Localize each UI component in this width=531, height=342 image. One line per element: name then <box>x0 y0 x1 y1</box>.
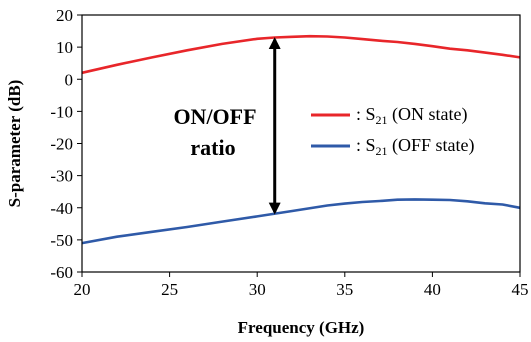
series-line-on-state <box>81 34 521 75</box>
plot-frame <box>81 14 521 273</box>
series-line-off-state <box>81 198 521 245</box>
y-tick-label: -50 <box>50 231 73 250</box>
legend-label: : S21 (ON state) <box>356 104 468 127</box>
x-axis-ticks: 20 25 30 35 40 45 <box>74 272 529 299</box>
y-tick-label: 20 <box>56 6 73 25</box>
x-tick-label: 40 <box>424 280 441 299</box>
on-off-annotation: ON/OFF ratio <box>173 37 281 215</box>
x-tick-label: 20 <box>74 280 91 299</box>
x-axis-title: Frequency (GHz) <box>238 318 365 337</box>
x-tick-label: 45 <box>512 280 529 299</box>
x-tick-label: 30 <box>249 280 266 299</box>
y-tick-label: -10 <box>50 102 73 121</box>
y-tick-label: 0 <box>65 70 74 89</box>
y-tick-label: 10 <box>56 38 73 57</box>
annotation-line2: ratio <box>190 135 235 160</box>
y-axis-title: S-parameter (dB) <box>5 80 24 208</box>
annotation-line1: ON/OFF <box>173 104 256 129</box>
legend: : S21 (ON state) : S21 (OFF state) <box>311 104 475 158</box>
y-tick-label: -40 <box>50 199 73 218</box>
y-tick-label: -60 <box>50 263 73 282</box>
legend-label: : S21 (OFF state) <box>356 135 475 158</box>
series-layer <box>81 34 521 245</box>
y-tick-label: -30 <box>50 167 73 186</box>
x-tick-label: 25 <box>161 280 178 299</box>
y-axis-ticks: 20 10 0 -10 -20 -30 -40 -50 -60 <box>50 6 82 282</box>
x-tick-label: 35 <box>336 280 353 299</box>
y-tick-label: -20 <box>50 135 73 154</box>
